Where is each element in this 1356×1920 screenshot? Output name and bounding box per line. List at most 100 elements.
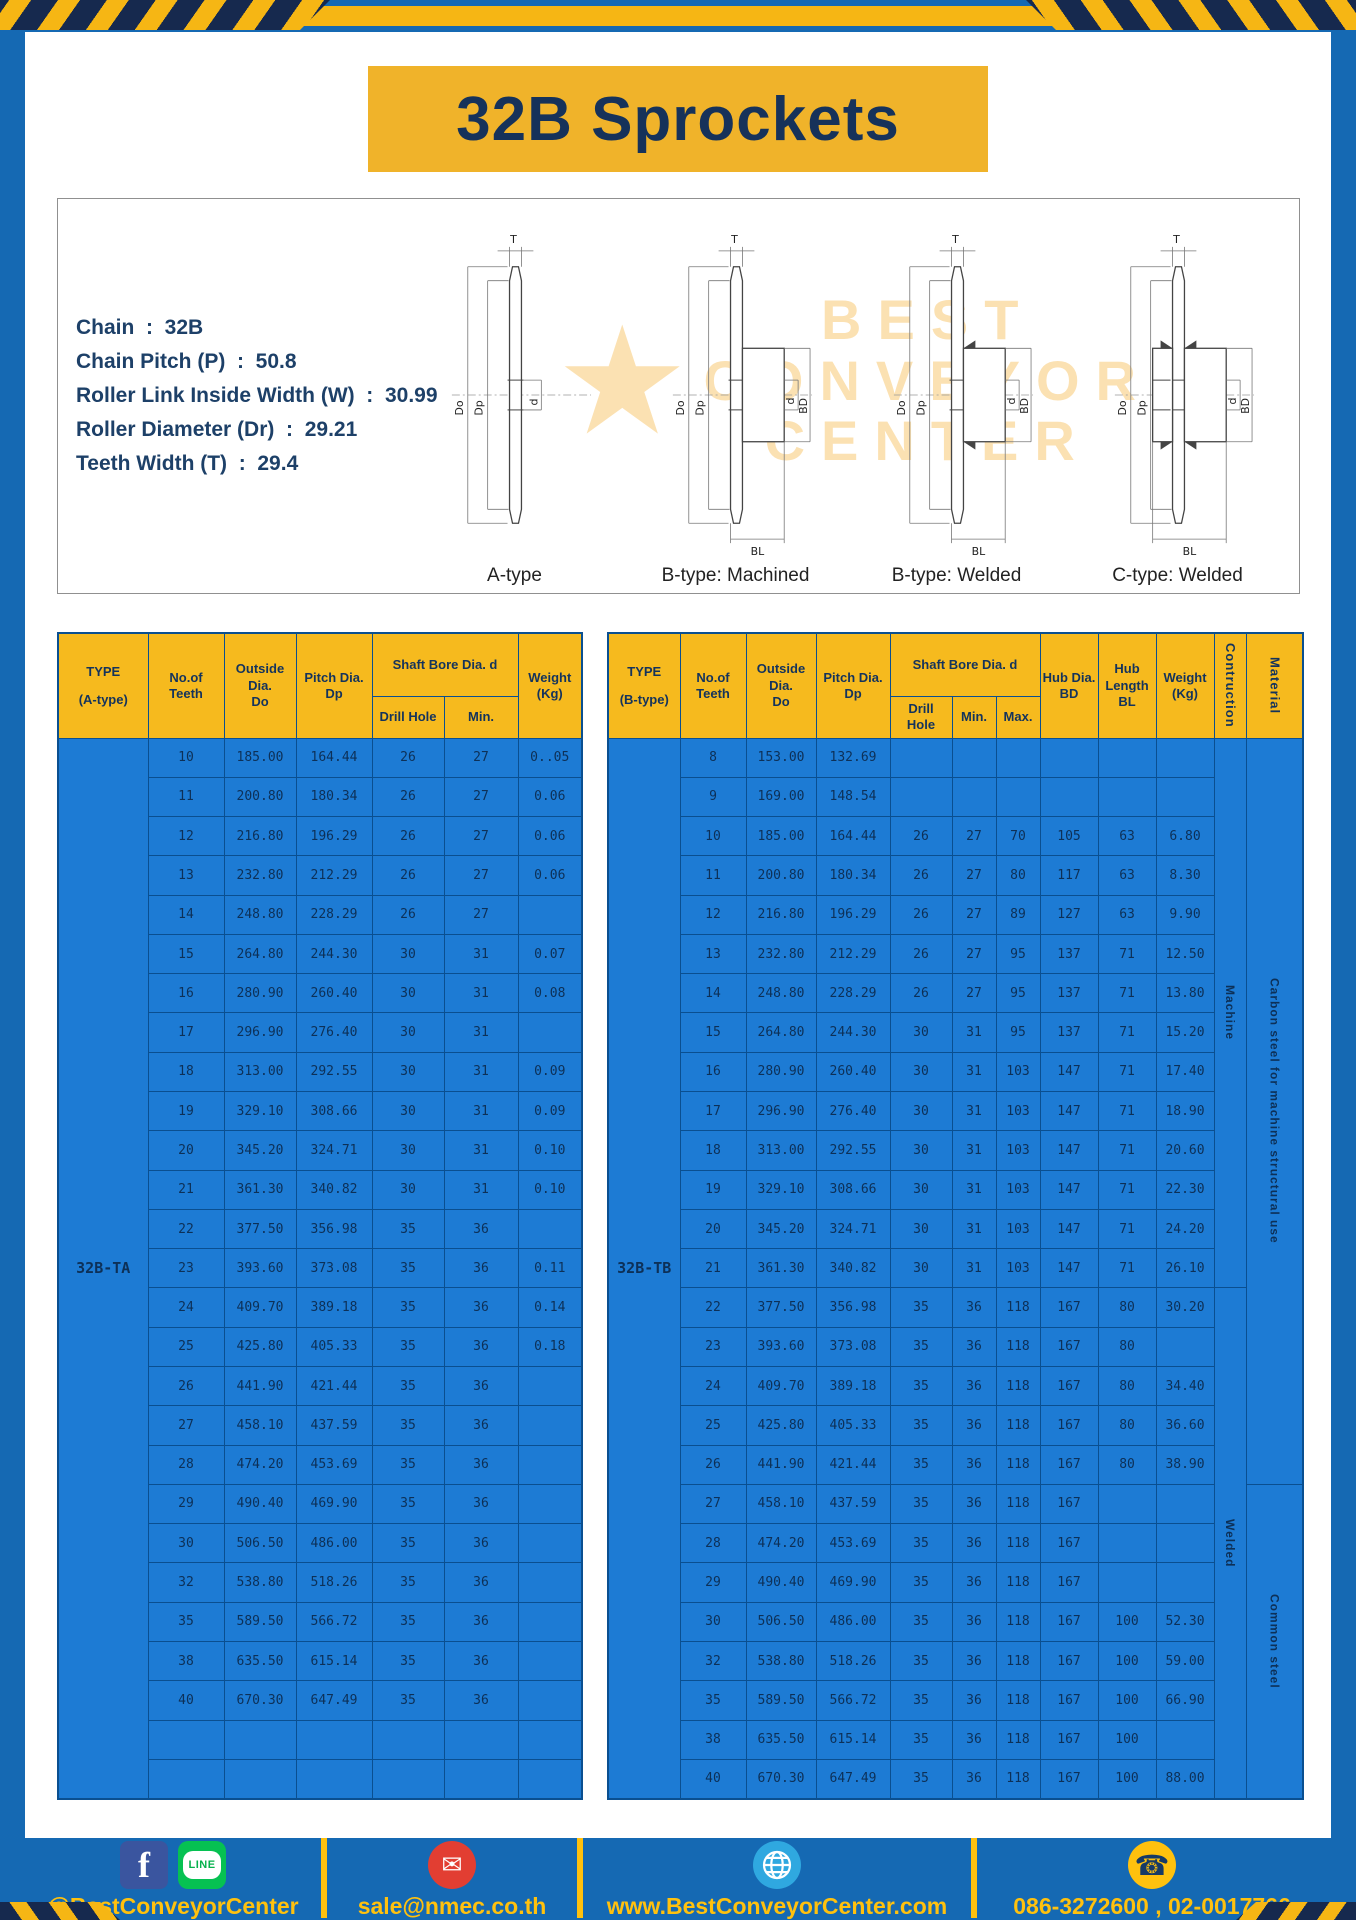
table-cell: 17	[147, 1012, 225, 1053]
table-cell	[1039, 737, 1099, 778]
footer-text[interactable]: www.BestConveyorCenter.com	[606, 1893, 948, 1919]
table-row: 24 409.70 389.18 35 36 0.14	[58, 1287, 583, 1328]
phone-icon[interactable]: ☎	[1128, 1841, 1176, 1889]
table-cell: 38	[147, 1640, 225, 1682]
hazard-stripe-bottom-right-icon	[1236, 1902, 1356, 1920]
table-cell: 36	[443, 1483, 519, 1525]
table-cell: 167	[1039, 1444, 1099, 1485]
table-cell: 117	[1039, 855, 1099, 896]
table-row: 27 458.10 437.59 35 36 118 167 Common steel	[608, 1483, 1304, 1800]
table-cell: 153.00	[745, 737, 817, 778]
table-cell: 167	[1039, 1287, 1099, 1328]
table-cell: 36	[443, 1208, 519, 1250]
table-cell: 71	[1097, 1051, 1157, 1093]
table-cell	[1155, 1326, 1215, 1368]
table-cell: 30	[371, 973, 445, 1014]
table-row: 11 200.80 180.34 26 27 80 117 63 8.30	[608, 855, 1303, 896]
table-cell: 167	[1039, 1680, 1099, 1721]
col-header-weight: Weight (Kg)	[1155, 632, 1215, 739]
table-cell: 147	[1039, 1051, 1099, 1093]
table-cell	[517, 1365, 583, 1407]
table-cell: 13	[679, 933, 747, 975]
table-cell: 30	[371, 1130, 445, 1171]
table-cell: 216.80	[745, 894, 817, 935]
table-row: 19 329.10 308.66 30 31 103 147 71 22.30	[608, 1169, 1303, 1210]
subheader-row: Drill Hole Min.	[58, 695, 582, 739]
table-cell: 36	[951, 1562, 997, 1603]
table-cell: 29	[147, 1483, 225, 1525]
table-cell: 8.30	[1155, 855, 1215, 896]
table-row: 32 538.80 518.26 35 36 118 167 100 59.00	[608, 1640, 1303, 1682]
footer-icons: ✉	[423, 1840, 481, 1890]
table-row: 20 345.20 324.71 30 31 103 147 71 24.20	[608, 1208, 1303, 1250]
table-cell: 35	[371, 1680, 445, 1721]
footer-icons	[748, 1840, 806, 1890]
table-cell: 228.29	[815, 973, 891, 1014]
svg-text:Dp: Dp	[1136, 400, 1149, 415]
facebook-icon[interactable]: f	[120, 1841, 168, 1889]
footer-text[interactable]: sale@nmec.co.th	[357, 1893, 547, 1919]
table-row: 10 185.00 164.44 26 27 70 105 63 6.80	[608, 816, 1303, 857]
table-cell	[295, 1719, 373, 1760]
table-cell: 147	[1039, 1248, 1099, 1289]
table-cell: 35	[889, 1365, 953, 1407]
table-cell: 28	[147, 1444, 225, 1485]
svg-text:Do: Do	[1116, 400, 1129, 415]
table-cell	[147, 1758, 225, 1800]
table-cell: 244.30	[815, 1012, 891, 1053]
table-row: 11 200.80 180.34 26 27 0.06	[58, 776, 583, 818]
table-cell: 474.20	[745, 1523, 817, 1564]
table-row: 14 248.80 228.29 26 27 95 137 71 13.80	[608, 973, 1303, 1014]
table-cell: 9	[679, 776, 747, 818]
header-row: TYPE (A-type) No.of Teeth Outside Dia. Do Pitch…	[57, 632, 583, 739]
line-icon[interactable]: LINE	[178, 1841, 226, 1889]
globe-icon[interactable]	[753, 1841, 801, 1889]
table-cell: 18	[679, 1130, 747, 1171]
table-cell: 12	[679, 894, 747, 935]
table-cell	[951, 737, 997, 778]
table-cell: 30	[147, 1523, 225, 1564]
table-cell	[517, 1405, 583, 1446]
table-cell: 36	[951, 1758, 997, 1800]
table-cell: 27	[443, 776, 519, 818]
table-cell: 167	[1039, 1405, 1099, 1446]
email-icon[interactable]: ✉	[428, 1841, 476, 1889]
table-cell: 27	[951, 855, 997, 896]
table-cell: 458.10	[223, 1405, 297, 1446]
footer-separator	[321, 1838, 327, 1918]
table-cell: 147	[1039, 1169, 1099, 1210]
table-cell: 30	[889, 1051, 953, 1093]
table-cell: 36	[951, 1287, 997, 1328]
table-cell: 26	[889, 973, 953, 1014]
table-cell: 31	[951, 1208, 997, 1250]
table-cell: 0.18	[517, 1326, 583, 1368]
table-cell	[1097, 776, 1157, 818]
table-cell	[995, 776, 1041, 818]
table-cell: 89	[995, 894, 1041, 935]
table-cell: 35	[371, 1640, 445, 1682]
drawing-b-welded: T Do Dp d BD BL B-type: Welded	[849, 209, 1064, 587]
table-row: 35 589.50 566.72 35 36 118 167 100 66.90	[608, 1680, 1303, 1721]
table-cell: 118	[995, 1326, 1041, 1368]
table-cell: 52.30	[1155, 1601, 1215, 1642]
table-cell: 32	[147, 1562, 225, 1603]
table-cell: 118	[995, 1719, 1041, 1760]
col-header-shaft-bore: Shaft Bore Dia. d	[889, 632, 1041, 697]
svg-text:BL: BL	[751, 545, 765, 558]
table-cell: 670.30	[745, 1758, 817, 1800]
table-cell: 103	[995, 1130, 1041, 1171]
table-cell: 132.69	[815, 737, 891, 778]
col-header-type: TYPE (B-type)	[607, 632, 681, 739]
table-cell: 36	[951, 1601, 997, 1642]
table-cell: 566.72	[815, 1680, 891, 1721]
table-cell: 95	[995, 933, 1041, 975]
material-cell: Carbon steel for machine structural use	[1245, 737, 1304, 1485]
table-cell: 615.14	[295, 1640, 373, 1682]
table-cell: 10	[147, 737, 225, 778]
table-cell: 264.80	[745, 1012, 817, 1053]
table-cell: 14	[147, 894, 225, 935]
table-cell: 100	[1097, 1601, 1157, 1642]
table-cell: 36	[443, 1405, 519, 1446]
table-cell	[443, 1758, 519, 1800]
table-cell: 30	[371, 1051, 445, 1093]
